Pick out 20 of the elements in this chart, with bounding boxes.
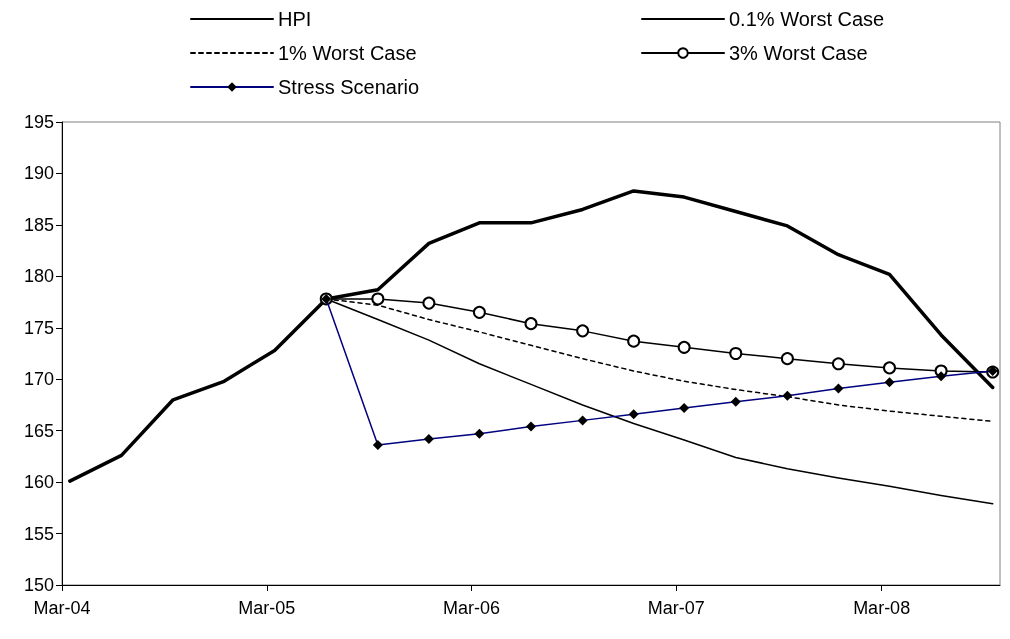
x-tick-label: Mar-04: [33, 598, 91, 618]
y-tick-label: 170: [23, 369, 54, 390]
y-tick-label: 180: [23, 266, 54, 287]
y-tick-label: 190: [23, 163, 54, 184]
legend-label: 1% Worst Case: [278, 42, 417, 64]
x-tick-label: Mar-07: [647, 598, 705, 618]
legend-label: HPI: [278, 8, 312, 30]
y-tick-label: 155: [23, 523, 54, 544]
y-tick-label: 165: [23, 420, 54, 441]
legend-label: 3% Worst Case: [729, 42, 868, 64]
x-tick-label: Mar-08: [853, 598, 911, 618]
y-tick-label: 185: [23, 214, 54, 235]
y-tick-label: 195: [23, 112, 54, 132]
y-tick-label: 160: [23, 472, 54, 493]
legend-label: 0.1% Worst Case: [729, 8, 885, 30]
y-tick-label: 150: [23, 575, 54, 595]
x-tick-label: Mar-06: [443, 598, 501, 618]
legend-label: Stress Scenario: [278, 76, 420, 98]
x-tick-label: Mar-05: [238, 598, 296, 618]
y-tick-label: 175: [23, 317, 54, 338]
